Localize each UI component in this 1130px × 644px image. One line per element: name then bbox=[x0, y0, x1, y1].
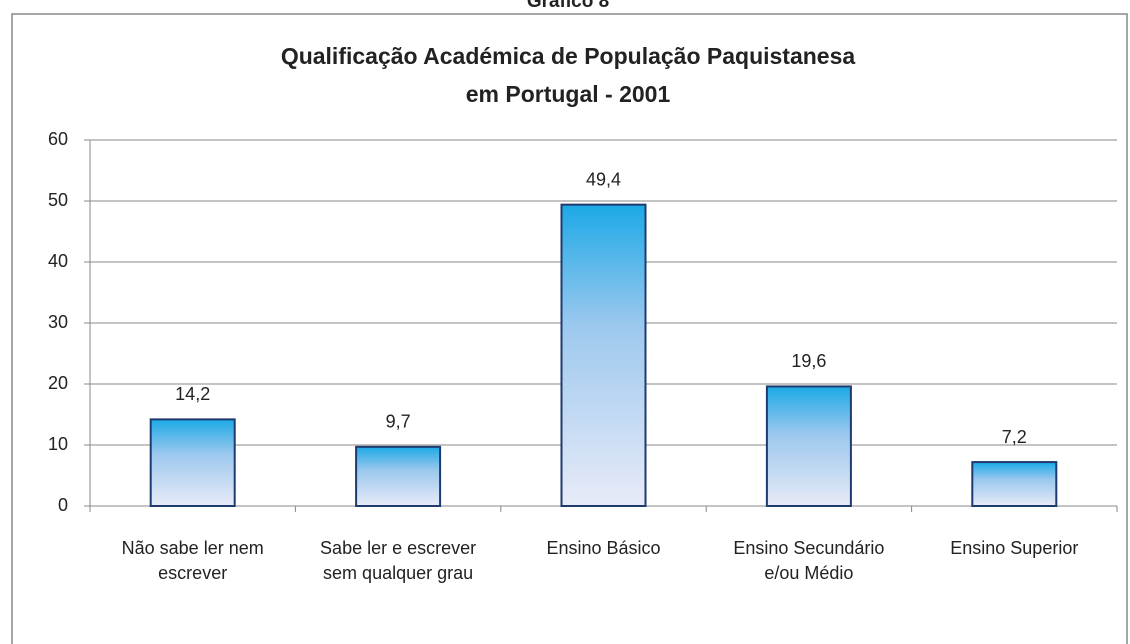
bar bbox=[971, 461, 1058, 507]
x-tick-label: Não sabe ler nem escrever bbox=[121, 538, 264, 583]
y-tick-label: 30 bbox=[48, 312, 68, 332]
y-tick-label: 50 bbox=[48, 190, 68, 210]
data-label: 9,7 bbox=[386, 412, 411, 432]
y-tick-label: 10 bbox=[48, 434, 68, 454]
y-tick-label: 0 bbox=[58, 495, 68, 515]
x-tick-label: Sabe ler e escrever sem qualquer grau bbox=[320, 538, 477, 583]
chart-title: em Portugal - 2001 bbox=[466, 81, 671, 107]
figure-label: Gráfico 8 bbox=[527, 0, 609, 12]
data-label: 49,4 bbox=[586, 169, 621, 189]
y-tick-label: 20 bbox=[48, 373, 68, 393]
x-tick-label: Ensino Básico bbox=[546, 538, 661, 558]
bar bbox=[149, 418, 236, 508]
chart-title: Qualificação Académica de População Paqu… bbox=[281, 43, 856, 69]
x-tick-label: Ensino Superior bbox=[950, 538, 1079, 558]
x-tick-label: Ensino Secundário e/ou Médio bbox=[733, 538, 885, 583]
y-tick-label: 60 bbox=[48, 129, 68, 149]
bar bbox=[765, 385, 852, 507]
bar bbox=[355, 445, 442, 507]
data-label: 19,6 bbox=[791, 351, 826, 371]
bar bbox=[560, 203, 647, 507]
y-tick-label: 40 bbox=[48, 251, 68, 271]
data-label: 7,2 bbox=[1002, 427, 1027, 447]
data-label: 14,2 bbox=[175, 384, 210, 404]
